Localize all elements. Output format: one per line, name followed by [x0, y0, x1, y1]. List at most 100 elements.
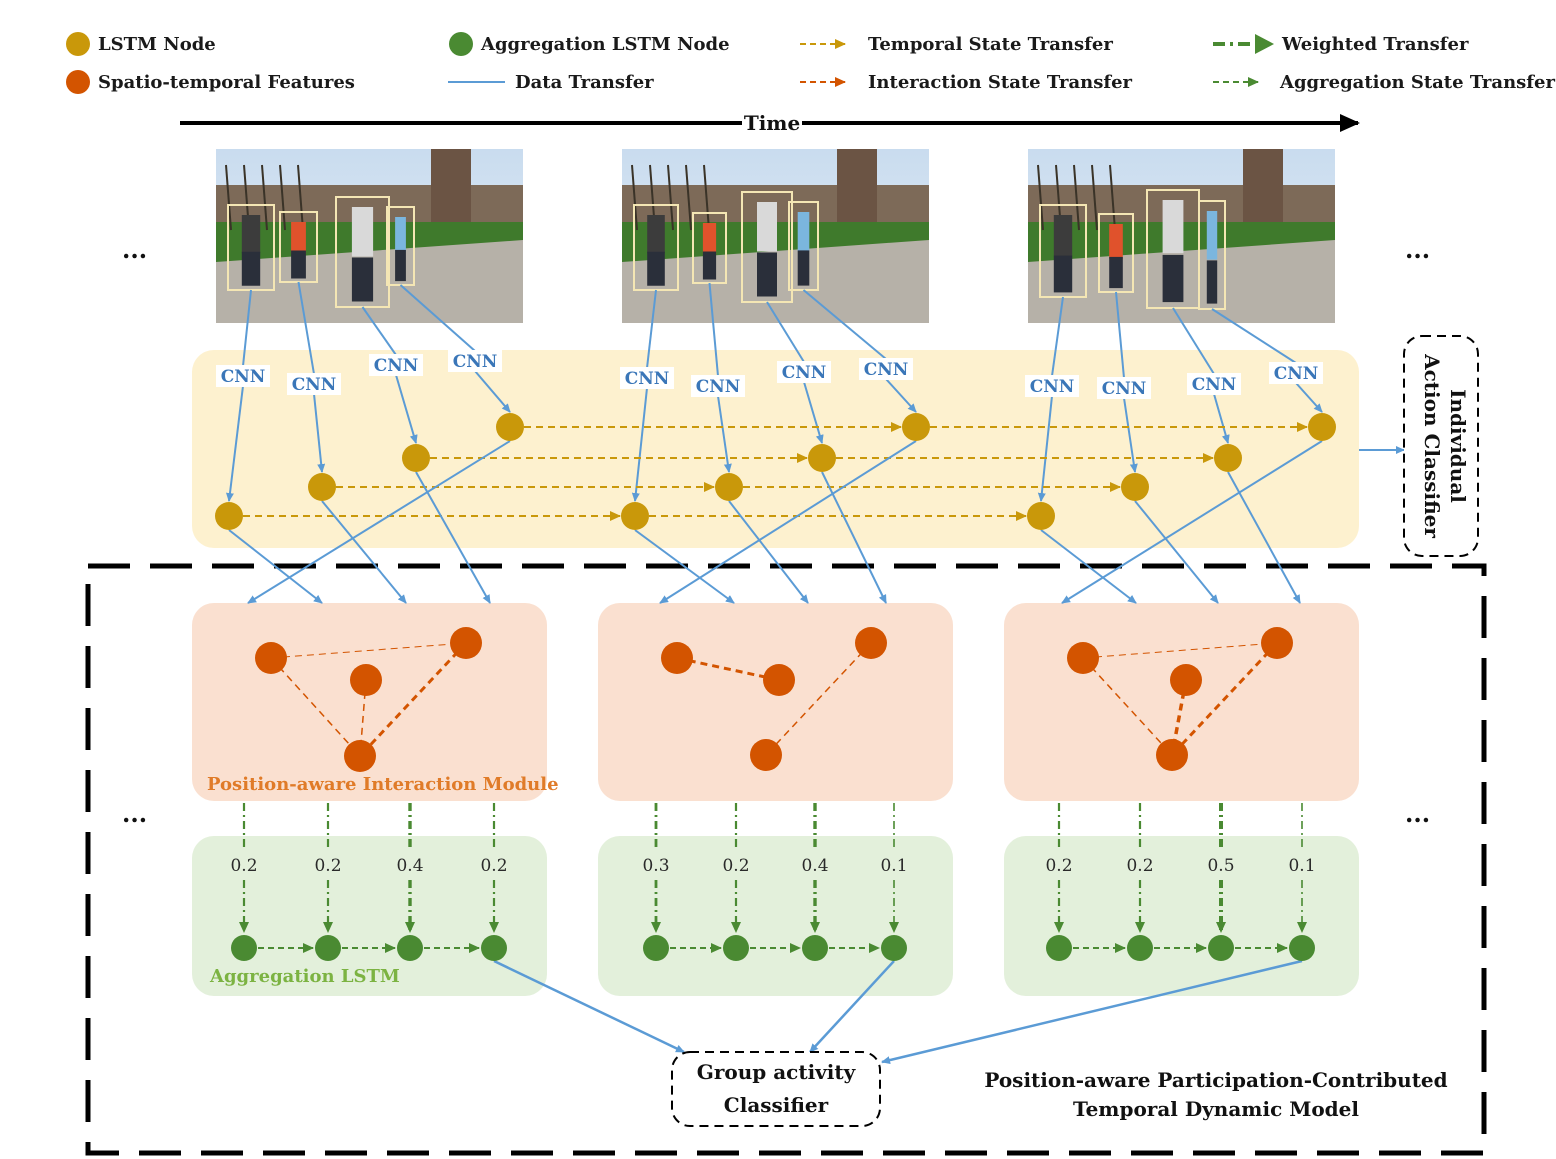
- cnn-label-bg: [448, 350, 502, 372]
- person-figure: [351, 207, 374, 257]
- cnn-label: CNN: [453, 352, 498, 372]
- data-transfer-arrow: [885, 378, 917, 413]
- weighted-arrowhead-icon: [1255, 34, 1274, 54]
- lstm-node: [496, 413, 524, 441]
- connections: CNN CNN CNN CNN CNN CNN CNN CNN CNN CNN CNN CNN 0.2 0…: [216, 281, 1323, 1065]
- weight-label-bg: [1122, 852, 1158, 876]
- cnn-label: CNN: [696, 377, 741, 397]
- weight-label-bg: [310, 852, 346, 876]
- data-transfer-arrow: [313, 393, 326, 473]
- spatio-temporal-feature-node: [450, 627, 482, 659]
- feature-legend-icon: [66, 70, 90, 94]
- person-figure: [647, 215, 665, 254]
- weight-label-bg: [1284, 852, 1320, 876]
- group-classifier-line2: Classifier: [724, 1093, 829, 1117]
- frame-tower: [837, 149, 877, 229]
- tree-trunk: [685, 164, 692, 231]
- cnn-label-bg: [620, 367, 674, 389]
- data-transfer-arrow: [225, 385, 244, 502]
- person-figure: [1053, 215, 1073, 257]
- tree-trunk: [1109, 164, 1116, 231]
- weight-label-bg: [476, 852, 512, 876]
- weight-label: 0.2: [722, 856, 749, 876]
- legend-interaction-transfer: Interaction State Transfer: [868, 72, 1133, 93]
- cnn-label: CNN: [292, 375, 337, 395]
- interaction-state-transfer: [1082, 657, 1173, 756]
- lstm-to-module-arrow: [247, 440, 511, 604]
- time-label-bg: [742, 110, 802, 134]
- cnn-label-bg: [691, 375, 745, 397]
- aggregation-lstm-node: [1208, 935, 1234, 961]
- data-transfer-line: [1211, 308, 1297, 364]
- legend-temporal-transfer: Temporal State Transfer: [868, 34, 1113, 55]
- cnn-label-bg: [1097, 377, 1151, 399]
- weight-label: 0.1: [880, 856, 907, 876]
- person-figure: [1206, 211, 1218, 260]
- cnn-label: CNN: [1102, 379, 1147, 399]
- spatio-temporal-feature-node: [661, 642, 693, 674]
- lstm-to-module-arrow: [1134, 500, 1219, 604]
- group-classifier-line1: Group activity: [697, 1060, 857, 1084]
- spatio-temporal-feature-node: [1261, 627, 1293, 659]
- lstm-node: [1214, 444, 1242, 472]
- video-frames: [216, 149, 1335, 323]
- cnn-label: CNN: [1192, 375, 1237, 395]
- tree-trunk: [703, 164, 710, 231]
- legend-spatio-features: Spatio-temporal Features: [98, 72, 355, 93]
- data-transfer-line: [708, 282, 719, 377]
- person-figure: [291, 222, 306, 254]
- person-legs: [395, 249, 406, 282]
- data-transfer-arrow: [1123, 397, 1138, 473]
- lstm-node: [808, 444, 836, 472]
- lstm-to-module-arrow: [228, 529, 323, 604]
- aggregation-lstm-node: [1046, 935, 1072, 961]
- aggregation-lstm-node: [1289, 935, 1315, 961]
- person-legs: [1206, 260, 1218, 304]
- person-figure: [757, 202, 777, 252]
- aggregation-lstm-node: [723, 935, 749, 961]
- aggregation-lstm-node: [481, 935, 507, 961]
- video-frame-3: [1028, 149, 1335, 323]
- weight-label: 0.1: [1288, 856, 1315, 876]
- spatio-temporal-feature-node: [344, 740, 376, 772]
- weight-label-bg: [638, 852, 674, 876]
- interaction-module-label: Position-aware Interaction Module: [207, 774, 559, 795]
- cnn-label: CNN: [374, 356, 419, 376]
- cnn-label: CNN: [221, 367, 266, 387]
- lstm-node: [715, 473, 743, 501]
- weight-label-bg: [876, 852, 912, 876]
- aggregation-lstm-node: [231, 935, 257, 961]
- weight-label: 0.5: [1207, 856, 1234, 876]
- data-transfer-line: [297, 281, 315, 375]
- individual-action-classifier-box: [1403, 335, 1479, 557]
- person-figure: [241, 215, 261, 254]
- interaction-state-transfer: [1170, 641, 1279, 757]
- video-frame-1: [216, 149, 523, 323]
- legend-aggregation-transfer: Aggregation State Transfer: [1279, 72, 1555, 93]
- interaction-state-transfer: [765, 642, 872, 756]
- cnn-label-bg: [369, 354, 423, 376]
- tree-trunk: [631, 164, 638, 231]
- person-figure: [702, 223, 717, 255]
- cnn-label-bg: [1025, 375, 1079, 397]
- cnn-label: CNN: [1030, 377, 1075, 397]
- data-transfer-arrow: [1295, 382, 1323, 413]
- data-transfer-line: [1051, 296, 1064, 377]
- tree-trunk: [279, 164, 286, 231]
- interaction-state-transfer: [676, 656, 780, 682]
- person-figure: [1162, 200, 1184, 254]
- aggregation-node-legend-icon: [449, 32, 473, 56]
- frame-tower: [1243, 149, 1283, 229]
- data-transfer-line: [361, 306, 397, 356]
- legend-aggregation-node: Aggregation LSTM Node: [480, 34, 730, 55]
- person-legs: [351, 257, 374, 302]
- ellipsis-right-bottom: ...: [1405, 799, 1430, 828]
- data-transfer-arrow: [474, 370, 511, 413]
- interaction-state-transfer: [270, 657, 361, 757]
- spatio-temporal-feature-node: [1067, 642, 1099, 674]
- data-transfer-arrow: [395, 374, 418, 444]
- to-group-classifier-arrow: [493, 959, 685, 1054]
- individual-classifier-line2: Action Classifier: [1420, 353, 1444, 538]
- aggregation-lstm-panel-2: [598, 836, 953, 996]
